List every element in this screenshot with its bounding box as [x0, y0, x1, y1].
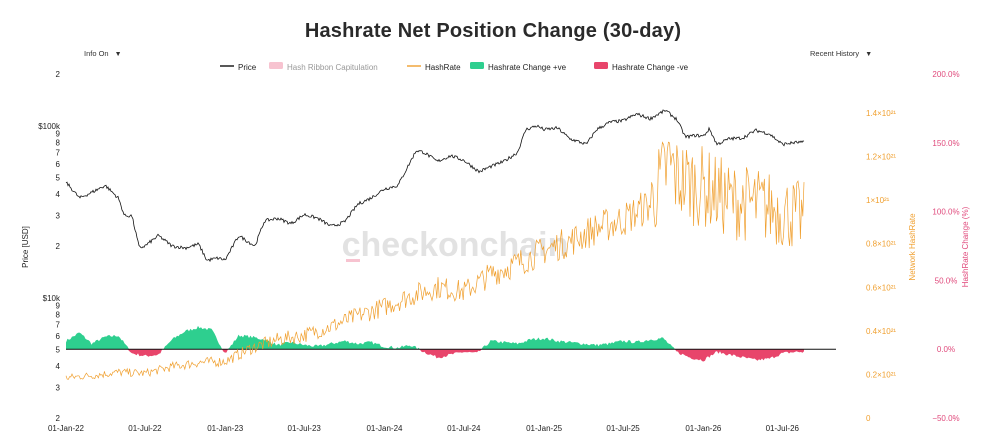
hashrate-axis-label: Network HashRate — [908, 213, 917, 281]
chevron-down-icon: ▼ — [114, 51, 122, 58]
x-axis-tick: 01-Jan-23 — [207, 424, 244, 433]
price-axis-tick: 2 — [56, 70, 61, 79]
hashrate-change-negative-area — [66, 349, 804, 362]
x-axis-tick: 01-Jul-22 — [128, 424, 162, 433]
hashrate-line — [65, 141, 805, 380]
x-axis-tick: 01-Jan-25 — [526, 424, 563, 433]
price-axis-tick: 5 — [56, 174, 61, 183]
legend-label: Hashrate Change -ve — [612, 63, 689, 72]
change-axis-tick: 200.0% — [932, 70, 959, 79]
change-axis-tick: −50.0% — [932, 414, 959, 423]
legend-swatch — [470, 62, 484, 69]
legend-label: HashRate — [425, 63, 461, 72]
x-axis-tick: 01-Jul-25 — [606, 424, 640, 433]
hashrate-axis-tick: 1.2×10²¹ — [866, 153, 896, 162]
info-label: Info On — [84, 49, 109, 58]
x-axis-tick: 01-Jan-22 — [48, 424, 85, 433]
price-axis-tick: 6 — [56, 332, 61, 341]
change-axis-tick: 0.0% — [937, 345, 955, 354]
price-axis-label: Price [USD] — [21, 226, 30, 268]
price-line — [65, 109, 805, 263]
history-dropdown[interactable]: Recent History ▼ — [810, 49, 872, 58]
legend-label: Price — [238, 63, 257, 72]
price-axis-tick: 7 — [56, 148, 61, 157]
history-label: Recent History — [810, 49, 860, 58]
price-axis-tick: 4 — [56, 190, 61, 199]
x-axis-tick: 01-Jul-23 — [288, 424, 322, 433]
price-axis-tick: $10k — [43, 294, 61, 303]
hashrate-axis-tick: 0.2×10²¹ — [866, 370, 896, 379]
price-axis-tick: $100k — [38, 122, 61, 131]
price-axis-tick: 6 — [56, 160, 61, 169]
price-axis-tick: 9 — [56, 130, 61, 139]
hashrate-axis-tick: 0.6×10²¹ — [866, 283, 896, 292]
price-axis-tick: 8 — [56, 138, 61, 147]
price-axis-tick: 2 — [56, 242, 61, 251]
price-axis-tick: 9 — [56, 302, 61, 311]
legend-swatch — [269, 62, 283, 69]
hashrate-change-positive-area — [66, 325, 804, 350]
capitulation-marker — [346, 259, 360, 262]
change-axis-tick: 150.0% — [932, 139, 959, 148]
change-axis-tick: 50.0% — [935, 276, 958, 285]
x-axis-tick: 01-Jan-26 — [685, 424, 722, 433]
hashrate-axis-tick: 1.4×10²¹ — [866, 109, 896, 118]
info-toggle[interactable]: Info On ▼ — [84, 49, 122, 58]
price-axis-tick: 7 — [56, 320, 61, 329]
hashrate-axis-tick: 0.8×10²¹ — [866, 240, 896, 249]
change-axis-label: HashRate Change (%) — [961, 206, 970, 287]
x-axis-tick: 01-Jan-24 — [366, 424, 403, 433]
chevron-down-icon: ▼ — [865, 51, 873, 58]
price-axis-tick: 3 — [56, 212, 61, 221]
price-axis-tick: 5 — [56, 346, 61, 355]
hashrate-axis-tick: 1×10²¹ — [866, 196, 890, 205]
x-axis-tick: 01-Jul-24 — [447, 424, 481, 433]
hashrate-axis-tick: 0 — [866, 414, 871, 423]
hashrate-axis-tick: 0.4×10²¹ — [866, 327, 896, 336]
price-axis-tick: 8 — [56, 310, 61, 319]
price-axis-tick: 4 — [56, 362, 61, 371]
change-axis-tick: 100.0% — [932, 208, 959, 217]
legend-label: Hash Ribbon Capitulation — [287, 63, 378, 72]
x-axis-tick: 01-Jul-26 — [766, 424, 800, 433]
legend-swatch — [594, 62, 608, 69]
price-axis-tick: 3 — [56, 384, 61, 393]
chart-title: Hashrate Net Position Change (30-day) — [304, 20, 682, 42]
price-axis-tick: 2 — [56, 414, 61, 423]
legend-label: Hashrate Change +ve — [488, 63, 567, 72]
